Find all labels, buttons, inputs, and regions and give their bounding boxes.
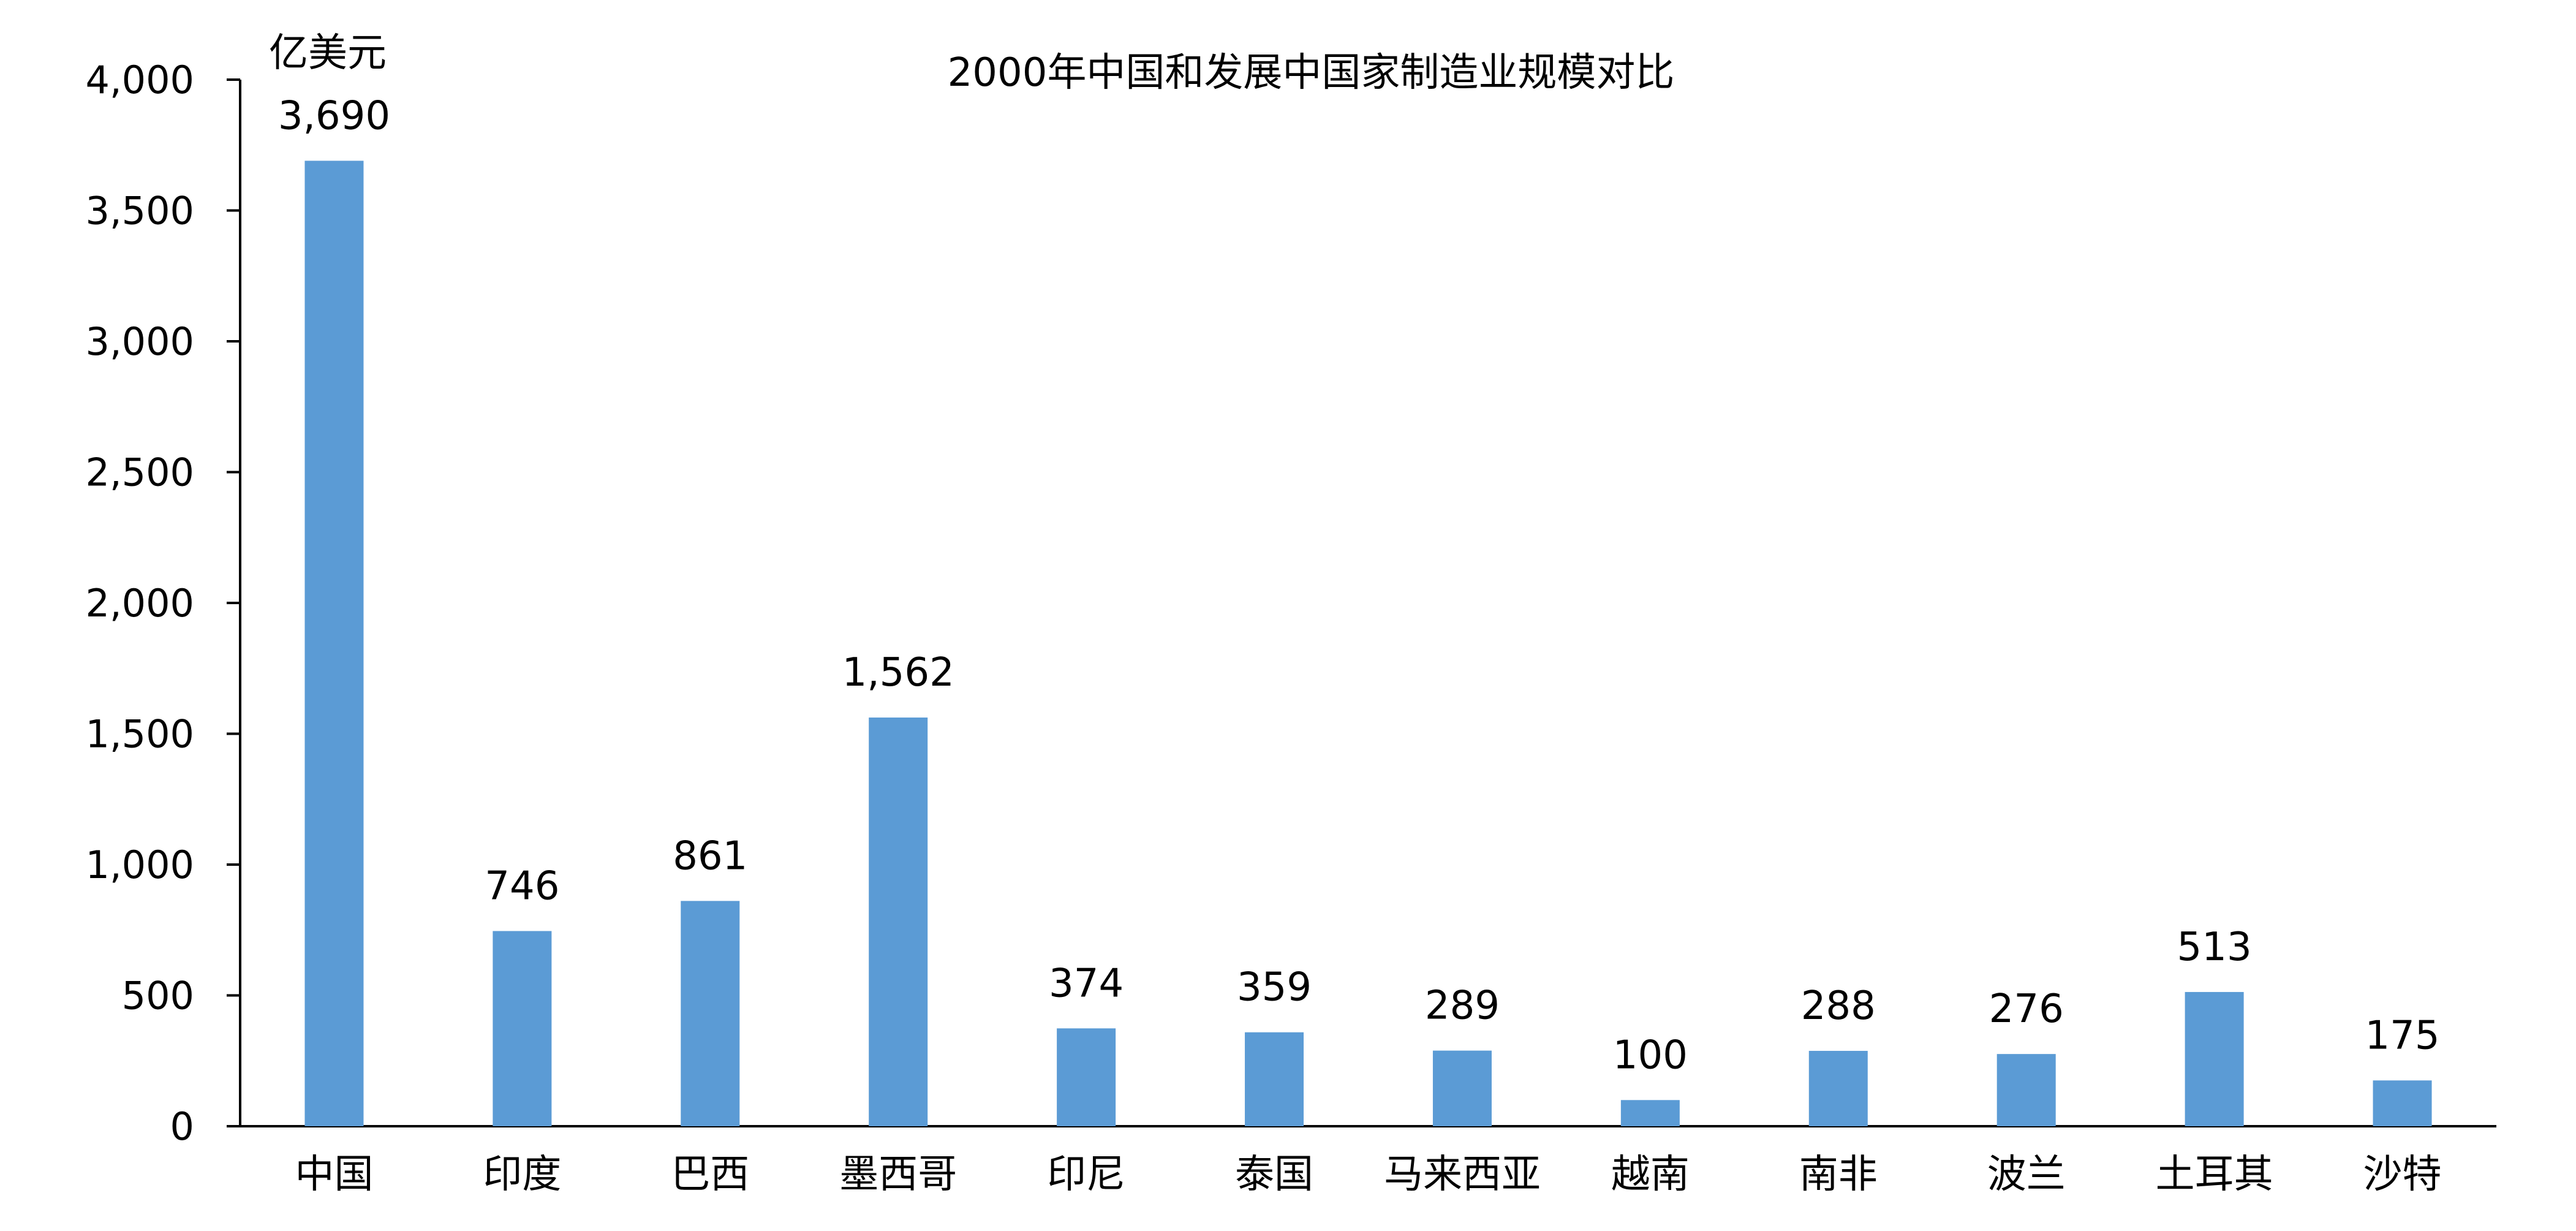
y-tick-label: 1,500: [86, 712, 195, 757]
bar: [1245, 1032, 1304, 1126]
bar-value-label: 746: [485, 863, 559, 909]
x-tick-label: 巴西: [671, 1152, 749, 1197]
bar: [681, 901, 740, 1126]
bar-value-label: 276: [1989, 987, 2064, 1032]
x-tick-label: 中国: [295, 1152, 373, 1197]
chart-title: 2000年中国和发展中国家制造业规模对比: [948, 50, 1675, 96]
bar: [304, 161, 364, 1126]
y-tick-label: 500: [122, 974, 194, 1018]
bar: [1808, 1051, 1868, 1126]
y-tick-label: 2,500: [86, 450, 195, 495]
bar-value-label: 861: [673, 833, 747, 879]
bar: [1057, 1028, 1116, 1126]
x-tick-label: 马来西亚: [1384, 1152, 1541, 1197]
y-tick-label: 2,000: [86, 581, 195, 626]
x-tick-label: 印度: [483, 1152, 561, 1197]
y-axis-unit-label: 亿美元: [269, 31, 387, 76]
bar: [493, 931, 552, 1126]
y-tick-label: 4,000: [86, 58, 195, 102]
bar-value-label: 289: [1425, 983, 1500, 1029]
data-labels: 3,690 746 861 1,562 374 359 289 100 288 276 513 175: [278, 93, 2440, 1078]
bar: [2185, 991, 2244, 1126]
x-tick-label: 沙特: [2363, 1152, 2442, 1197]
x-tick-label: 波兰: [1987, 1152, 2066, 1197]
y-tick-label: 0: [170, 1104, 194, 1149]
x-axis: 中国 印度 巴西 墨西哥 印尼 泰国 马来西亚 越南 南非 波兰 土耳其 沙特: [240, 1125, 2496, 1197]
bar: [1432, 1050, 1492, 1126]
bar-value-label: 288: [1801, 983, 1876, 1029]
bar-value-label: 3,690: [278, 93, 390, 138]
y-axis: 0 500 1,000 1,500 2,000 2,500 3,000 3,500 4,000: [86, 58, 241, 1149]
bar-series: [304, 161, 2432, 1126]
x-tick-label: 泰国: [1235, 1152, 1313, 1197]
bar: [869, 718, 928, 1126]
bar-value-label: 175: [2365, 1013, 2439, 1058]
y-tick-label: 3,000: [86, 319, 195, 364]
x-tick-label: 越南: [1611, 1152, 1690, 1197]
x-tick-label: 土耳其: [2156, 1152, 2273, 1197]
y-tick-label: 3,500: [86, 189, 195, 233]
bar: [1996, 1054, 2056, 1126]
x-tick-label: 印尼: [1047, 1152, 1125, 1197]
x-tick-label: 南非: [1799, 1152, 1878, 1197]
bar: [1620, 1100, 1680, 1126]
bar: [2373, 1080, 2432, 1126]
bar-value-label: 100: [1613, 1032, 1688, 1078]
bar-value-label: 513: [2177, 925, 2252, 970]
bar-value-label: 359: [1237, 965, 1312, 1010]
y-tick-label: 1,000: [86, 843, 195, 887]
bar-value-label: 1,562: [842, 650, 954, 695]
bar-value-label: 374: [1049, 961, 1124, 1006]
x-tick-label: 墨西哥: [839, 1152, 957, 1197]
